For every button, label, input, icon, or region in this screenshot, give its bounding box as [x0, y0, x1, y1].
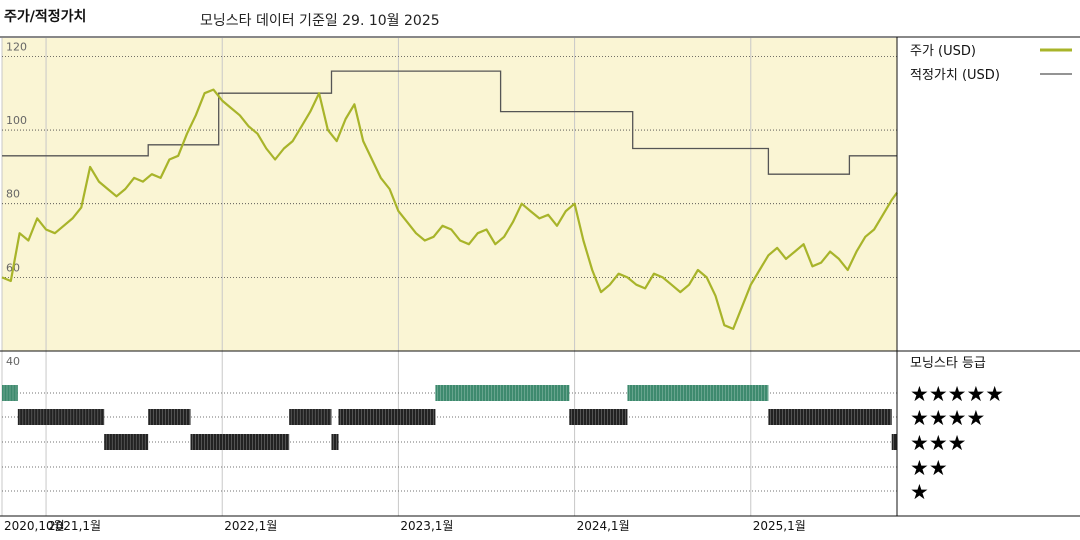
rating-band-2 — [104, 434, 149, 450]
rating-band-10 — [627, 385, 769, 401]
y-tick-label-120: 120 — [6, 40, 27, 53]
chart-title: 주가/적정가치 — [4, 9, 87, 25]
rating-legend-stars-2: ★★ — [910, 456, 948, 480]
rating-band-fill — [104, 434, 149, 450]
rating-legend-stars-4: ★★★★ — [910, 406, 985, 430]
rating-band-4 — [190, 434, 290, 450]
rating-band-11 — [768, 409, 892, 425]
rating-legend-stars-5: ★★★★★ — [910, 382, 1004, 406]
rating-band-fill — [435, 385, 570, 401]
x-tick-label-0: 2020,10월 — [4, 519, 65, 533]
price-line — [1, 88, 898, 330]
y-tick-label-80: 80 — [6, 188, 20, 201]
y-tick-label-100: 100 — [6, 114, 27, 127]
rating-legend-stars-3: ★★★ — [910, 431, 966, 455]
x-tick-label-1: 2021,1월 — [48, 519, 101, 533]
rating-band-fill — [17, 409, 105, 425]
x-tick-label-4: 2024,1월 — [577, 519, 630, 533]
rating-band-5 — [289, 409, 332, 425]
x-tick-label-3: 2023,1월 — [400, 519, 453, 533]
x-tick-label-5: 2025,1월 — [753, 519, 806, 533]
rating-band-1 — [17, 409, 105, 425]
rating-band-9 — [569, 409, 628, 425]
rating-band-12 — [891, 434, 897, 450]
rating-band-fill — [891, 434, 897, 450]
legend-label-price: 주가 (USD) — [910, 44, 976, 59]
rating-band-fill — [338, 409, 436, 425]
x-tick-label-2: 2022,1월 — [224, 519, 277, 533]
chart-subtitle: 모닝스타 데이터 기준일 29. 10월 2025 — [200, 13, 440, 29]
rating-band-fill — [768, 409, 892, 425]
rating-band-fill — [148, 409, 191, 425]
rating-band-fill — [569, 409, 628, 425]
y-tick-label-40: 40 — [6, 355, 20, 368]
rating-band-7 — [338, 409, 436, 425]
rating-band-fill — [627, 385, 769, 401]
price-panel-background — [2, 38, 897, 351]
rating-legend-stars-1: ★ — [910, 480, 929, 504]
rating-legend-title: 모닝스타 등급 — [910, 356, 986, 371]
rating-band-fill — [289, 409, 332, 425]
rating-band-3 — [148, 409, 191, 425]
rating-band-8 — [435, 385, 570, 401]
rating-band-fill — [331, 434, 339, 450]
legend-label-fair_value: 적정가치 (USD) — [910, 68, 1000, 83]
rating-band-fill — [2, 385, 18, 401]
rating-band-fill — [190, 434, 290, 450]
rating-band-6 — [331, 434, 339, 450]
rating-band-0 — [2, 385, 18, 401]
